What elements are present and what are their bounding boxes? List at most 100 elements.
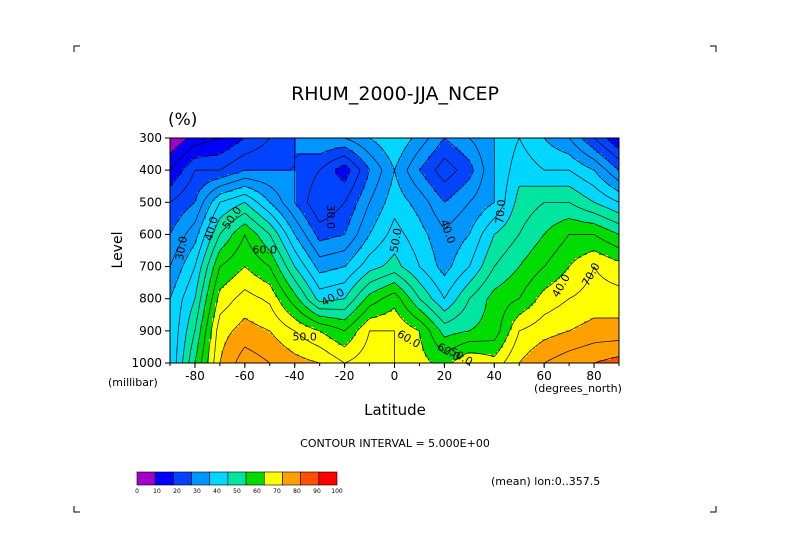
heatmap-cell [371, 183, 375, 187]
heatmap-cell [461, 213, 465, 217]
heatmap-cell [299, 159, 303, 163]
heatmap-cell [224, 138, 228, 142]
heatmap-cell [386, 147, 390, 151]
heatmap-cell [284, 147, 288, 151]
heatmap-cell [401, 186, 405, 190]
heatmap-cell [215, 204, 219, 208]
heatmap-cell [614, 153, 618, 157]
heatmap-cell [263, 156, 267, 160]
heatmap-cell [314, 159, 318, 163]
heatmap-cell [386, 153, 390, 157]
heatmap-cell [263, 183, 267, 187]
heatmap-cell [506, 222, 510, 226]
heatmap-cell [302, 225, 306, 229]
heatmap-cell [410, 168, 414, 172]
heatmap-cell [194, 213, 198, 217]
heatmap-cell [392, 231, 396, 235]
heatmap-cell [230, 192, 234, 196]
heatmap-cell [593, 186, 597, 190]
heatmap-cell [368, 216, 372, 220]
heatmap-cell [458, 147, 462, 151]
heatmap-cell [617, 192, 619, 196]
heatmap-cell [368, 180, 372, 184]
heatmap-cell [341, 180, 345, 184]
heatmap-cell [233, 225, 237, 229]
heatmap-cell [407, 153, 411, 157]
heatmap-cell [560, 150, 564, 154]
heatmap-cell [497, 198, 501, 202]
heatmap-cell [434, 213, 438, 217]
heatmap-cell [602, 165, 606, 169]
heatmap-cell [506, 174, 510, 178]
heatmap-cell [509, 222, 513, 226]
heatmap-cell [311, 153, 315, 157]
heatmap-cell [572, 216, 576, 220]
heatmap-cell [314, 189, 318, 193]
heatmap-cell [380, 204, 384, 208]
heatmap-cell [482, 189, 486, 193]
heatmap-cell [404, 150, 408, 154]
heatmap-cell [479, 219, 483, 223]
heatmap-cell [437, 150, 441, 154]
heatmap-cell [446, 174, 450, 178]
heatmap-cell [350, 174, 354, 178]
heatmap-cell [560, 219, 564, 223]
heatmap-cell [299, 183, 303, 187]
heatmap-cell [542, 213, 546, 217]
heatmap-cell [416, 180, 420, 184]
heatmap-cell [347, 231, 351, 235]
heatmap-cell [281, 228, 285, 232]
heatmap-cell [488, 141, 492, 145]
heatmap-cell [206, 153, 210, 157]
heatmap-cell [605, 219, 609, 223]
heatmap-cell [203, 231, 207, 235]
heatmap-cell [218, 195, 222, 199]
heatmap-cell [224, 204, 228, 208]
heatmap-cell [593, 138, 597, 142]
heatmap-cell [293, 225, 297, 229]
heatmap-cell [194, 228, 198, 232]
heatmap-cell [269, 171, 273, 175]
heatmap-cell [425, 228, 429, 232]
heatmap-cell [590, 219, 594, 223]
heatmap-cell [242, 156, 246, 160]
heatmap-cell [347, 180, 351, 184]
heatmap-cell [527, 192, 531, 196]
heatmap-cell [308, 219, 312, 223]
heatmap-cell [494, 225, 498, 229]
heatmap-cell [605, 189, 609, 193]
heatmap-cell [401, 219, 405, 223]
heatmap-cell [491, 144, 495, 148]
heatmap-cell [278, 168, 282, 172]
heatmap-cell [290, 150, 294, 154]
heatmap-cell [371, 150, 375, 154]
heatmap-cell [440, 219, 444, 223]
heatmap-cell [395, 189, 399, 193]
heatmap-cell [305, 159, 309, 163]
heatmap-cell [296, 213, 300, 217]
heatmap-cell [587, 165, 591, 169]
heatmap-cell [278, 165, 282, 169]
heatmap-cell [371, 207, 375, 211]
heatmap-cell [245, 219, 249, 223]
heatmap-cell [380, 162, 384, 166]
heatmap-cell [227, 195, 231, 199]
heatmap-cell [260, 150, 264, 154]
heatmap-cell [170, 201, 174, 205]
heatmap-cell [260, 168, 264, 172]
heatmap-cell [536, 150, 540, 154]
heatmap-cell [308, 153, 312, 157]
heatmap-cell [515, 198, 519, 202]
heatmap-cell [344, 150, 348, 154]
heatmap-cell [401, 156, 405, 160]
heatmap-cell [422, 168, 426, 172]
heatmap-cell [365, 165, 369, 169]
heatmap-cell [380, 180, 384, 184]
heatmap-cell [563, 219, 567, 223]
heatmap-cell [599, 147, 603, 151]
heatmap-cell [431, 189, 435, 193]
heatmap-cell [599, 183, 603, 187]
heatmap-cell [413, 192, 417, 196]
heatmap-cell [377, 153, 381, 157]
heatmap-cell [434, 141, 438, 145]
